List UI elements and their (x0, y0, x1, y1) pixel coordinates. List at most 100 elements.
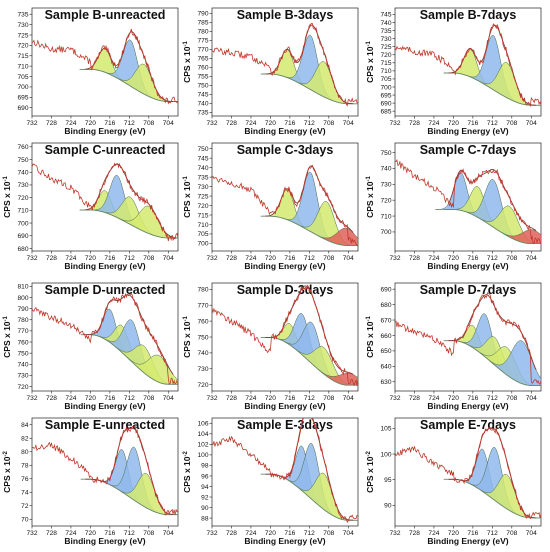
x-tick-label: 720 (448, 530, 459, 537)
x-axis-label: Binding Energy (eV) (244, 126, 325, 136)
x-tick-label: 704 (343, 120, 354, 127)
x-tick-label: 732 (389, 395, 400, 402)
envelope-curve (265, 418, 354, 521)
y-tick-label: 760 (17, 339, 28, 346)
x-tick-label: 704 (163, 395, 174, 402)
plot-frame (394, 417, 542, 527)
y-tick-label: 104 (197, 431, 208, 438)
raw-spectrum (212, 22, 358, 107)
y-tick-label: 70 (21, 517, 29, 524)
y-tick-label: 780 (17, 317, 28, 324)
x-axis-label: Binding Energy (eV) (244, 536, 325, 546)
x-tick-label: 704 (343, 395, 354, 402)
y-axis-label: CPS x 10-2 (2, 450, 12, 492)
x-tick-label: 732 (206, 255, 217, 262)
x-tick-label: 732 (26, 120, 37, 127)
xps-panel-7: 732 728 724 720 716 712 708 704 720 730 740 750 760 7… (2, 282, 179, 411)
panel-title: Sample C-unreacted (45, 143, 166, 157)
y-tick-label: 720 (17, 384, 28, 391)
x-tick-label: 712 (304, 120, 315, 127)
x-tick-label: 712 (124, 530, 135, 537)
y-tick-label: 90 (201, 505, 209, 512)
y-tick-label: 745 (380, 12, 391, 19)
x-axis-label: Binding Energy (eV) (64, 261, 145, 271)
y-axis-label: CPS x 10-1 (182, 315, 192, 357)
y-tick-label: 785 (197, 20, 208, 27)
y-tick-label: 95 (384, 477, 392, 484)
raw-spectrum (395, 23, 541, 108)
y-tick-label: 755 (197, 74, 208, 81)
x-tick-label: 716 (284, 120, 295, 127)
x-tick-label: 716 (467, 255, 478, 262)
plot-frame (31, 7, 179, 117)
y-tick-label: 730 (380, 182, 391, 189)
raw-spectrum (212, 418, 358, 523)
x-axis-label: Binding Energy (eV) (427, 261, 508, 271)
xps-panel-10: 732 728 724 720 716 712 708 704 70 72 74 76 78 80 82 84… (2, 417, 179, 546)
y-tick-label: 670 (380, 317, 391, 324)
x-tick-label: 704 (526, 530, 537, 537)
panel-title: Sample C-3days (237, 143, 334, 157)
x-tick-label: 716 (467, 530, 478, 537)
y-tick-label: 74 (21, 490, 29, 497)
x-tick-label: 732 (26, 395, 37, 402)
y-tick-label: 715 (17, 53, 28, 60)
x-tick-label: 728 (46, 255, 57, 262)
xps-panel-11: 732 728 724 720 716 712 708 704 88 90 92 94 96 98 100 1… (182, 417, 359, 546)
y-tick-label: 740 (197, 165, 208, 172)
x-tick-label: 716 (104, 255, 115, 262)
y-tick-label: 750 (17, 157, 28, 164)
x-tick-label: 712 (124, 255, 135, 262)
xps-panel-9: 732 728 724 720 716 712 708 704 630 640 650 660 670 6… (365, 282, 542, 411)
x-tick-label: 728 (46, 530, 57, 537)
x-tick-label: 732 (26, 255, 37, 262)
x-tick-label: 724 (245, 395, 256, 402)
y-tick-label: 690 (380, 100, 391, 107)
x-tick-label: 724 (245, 255, 256, 262)
y-axis-label: CPS x 10-1 (2, 175, 12, 217)
x-tick-label: 712 (304, 255, 315, 262)
x-tick-label: 724 (245, 530, 256, 537)
x-tick-label: 708 (506, 530, 517, 537)
y-tick-label: 700 (380, 84, 391, 91)
x-tick-label: 704 (163, 120, 174, 127)
y-tick-label: 720 (17, 195, 28, 202)
y-tick-label: 90 (384, 503, 392, 510)
x-axis-label: Binding Energy (eV) (64, 536, 145, 546)
plot-area (395, 292, 541, 386)
y-axis-label: CPS x 10-1 (365, 175, 375, 217)
y-axis-label: CPS x 10-1 (365, 40, 375, 82)
y-tick-label: 810 (17, 284, 28, 291)
plot-area (32, 425, 178, 516)
y-axis-label: CPS x 10-2 (365, 450, 375, 492)
y-tick-label: 88 (201, 515, 209, 522)
y-tick-label: 76 (21, 476, 29, 483)
plot-area (395, 158, 541, 245)
plot-area (32, 28, 178, 105)
x-tick-label: 712 (487, 530, 498, 537)
y-tick-label: 705 (380, 76, 391, 83)
raw-spectrum (212, 164, 358, 247)
plot-area (212, 22, 358, 107)
plot-frame (31, 282, 179, 392)
x-tick-label: 704 (163, 255, 174, 262)
y-tick-label: 745 (197, 155, 208, 162)
y-tick-label: 650 (380, 348, 391, 355)
xps-panel-5: 732 728 724 720 716 712 708 704 700 705 710 715 720 7… (182, 142, 359, 271)
y-tick-label: 630 (380, 379, 391, 386)
y-tick-label: 700 (17, 84, 28, 91)
x-tick-label: 704 (526, 255, 537, 262)
x-tick-label: 720 (448, 120, 459, 127)
x-tick-label: 716 (104, 530, 115, 537)
plot-area (32, 292, 178, 386)
panel-title: Sample C-7days (420, 143, 517, 157)
y-tick-label: 735 (17, 12, 28, 19)
raw-spectrum (32, 425, 178, 516)
y-tick-label: 790 (17, 306, 28, 313)
y-tick-label: 710 (380, 213, 391, 220)
x-tick-label: 716 (104, 120, 115, 127)
y-tick-label: 770 (17, 328, 28, 335)
x-tick-label: 708 (506, 120, 517, 127)
panel-title: Sample D-3days (237, 283, 334, 297)
